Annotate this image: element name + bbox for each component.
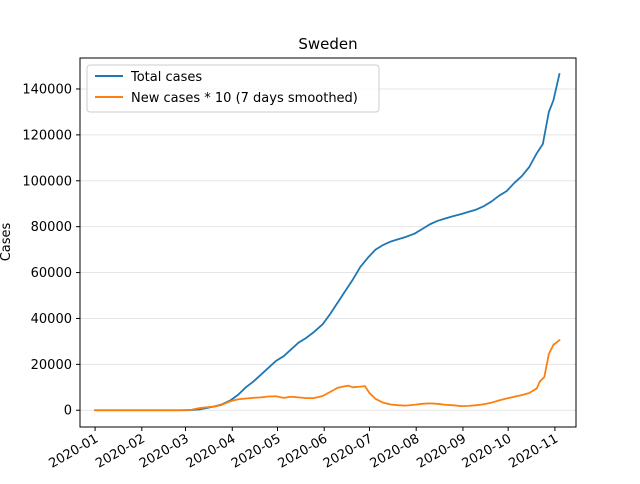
legend-box [86,64,380,113]
y-tick-label: 40000 [31,312,72,327]
y-axis-ticks: 0 20000 40000 60000 80000 100000 120000 140000 [22,82,80,419]
y-tick-label: 120000 [22,128,72,143]
y-tick-label: 20000 [31,358,72,373]
y-tick-label: 0 [64,404,72,419]
series-lines [94,72,561,412]
legend-label-new-cases: New cases * 10 (7 days smoothed) [131,91,358,106]
y-axis-label: Cases [0,222,14,261]
y-tick-label: 80000 [31,220,72,235]
legend: Total cases New cases * 10 (7 days smoot… [86,64,380,113]
plot-frame [79,57,577,428]
legend-label-total-cases: Total cases [130,70,202,85]
chart-title: Sweden [298,35,357,53]
y-tick-label: 100000 [22,174,72,189]
series-line-new-cases [94,338,561,412]
y-tick-label: 140000 [22,82,72,97]
y-tick-label: 60000 [31,266,72,281]
